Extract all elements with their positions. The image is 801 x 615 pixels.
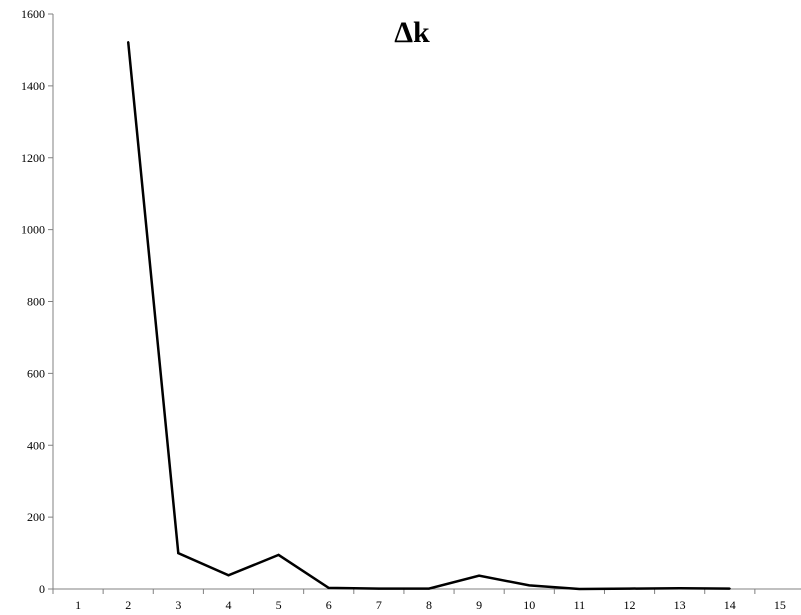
data-point — [127, 41, 130, 44]
x-tick-label: 13 — [674, 598, 686, 612]
x-tick-label: 11 — [574, 598, 586, 612]
x-tick-label: 12 — [624, 598, 636, 612]
x-tick-label: 8 — [426, 598, 432, 612]
y-tick-label: 200 — [27, 510, 45, 524]
x-tick-label: 9 — [476, 598, 482, 612]
data-point — [528, 584, 531, 587]
y-axis-ticks: 0 200 400 600 800 1000 1200 1400 1600 — [21, 7, 53, 596]
data-point — [327, 586, 330, 589]
data-point — [678, 587, 681, 590]
series-line — [126, 41, 730, 591]
x-tick-label: 2 — [125, 598, 131, 612]
y-tick-label: 400 — [27, 438, 45, 452]
data-point — [277, 553, 280, 556]
x-tick-label: 4 — [225, 598, 231, 612]
data-point — [227, 574, 230, 577]
x-tick-label: 7 — [376, 598, 382, 612]
chart-title: Δk — [394, 16, 430, 49]
y-tick-label: 800 — [27, 295, 45, 309]
data-point — [628, 587, 631, 590]
x-tick-label: 15 — [774, 598, 786, 612]
y-tick-label: 1400 — [21, 79, 45, 93]
data-point — [728, 587, 731, 590]
x-tick-label: 10 — [523, 598, 535, 612]
data-point — [377, 587, 380, 590]
x-tick-label: 1 — [75, 598, 81, 612]
x-tick-label: 14 — [724, 598, 736, 612]
x-axis-ticks: 1 2 3 4 5 6 7 8 9 10 11 12 13 14 15 — [52, 589, 786, 612]
y-tick-label: 600 — [27, 366, 45, 380]
y-tick-label: 1200 — [21, 151, 45, 165]
data-point — [428, 587, 430, 590]
data-point — [578, 588, 581, 590]
x-tick-label: 6 — [326, 598, 332, 612]
y-tick-label: 1600 — [21, 7, 45, 21]
data-point — [177, 552, 180, 555]
y-tick-label: 1000 — [21, 223, 45, 237]
x-tick-label: 3 — [175, 598, 181, 612]
y-tick-label: 0 — [39, 582, 45, 596]
x-tick-label: 5 — [276, 598, 282, 612]
series-layer — [126, 41, 731, 591]
data-point — [478, 574, 481, 577]
